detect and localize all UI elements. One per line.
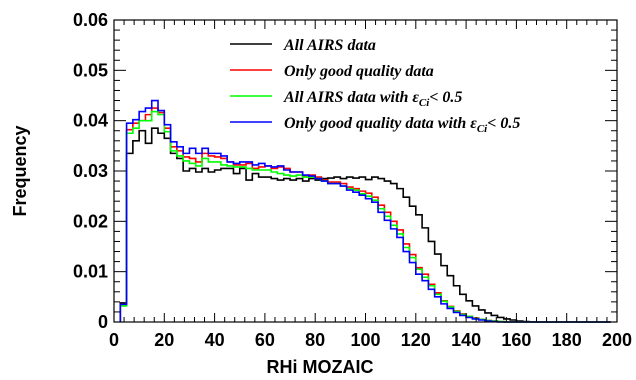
x-tick-label: 180 <box>552 330 582 350</box>
x-tick-label: 80 <box>305 330 325 350</box>
legend-label-2: Only good quality data <box>284 63 434 80</box>
x-tick-label: 0 <box>109 330 119 350</box>
y-tick-label: 0.03 <box>73 161 108 181</box>
legend-label-1: All AIRS data <box>283 37 376 54</box>
x-tick-label: 200 <box>602 330 632 350</box>
legend-label-4: Only good quality data with εCi< 0.5 <box>284 115 520 135</box>
x-tick-label: 140 <box>451 330 481 350</box>
y-tick-label: 0.04 <box>73 111 108 131</box>
x-tick-label: 60 <box>255 330 275 350</box>
series-line-2 <box>119 107 611 323</box>
y-axis-title: Frequency <box>10 125 30 216</box>
legend: All AIRS data Only good quality data All A… <box>230 37 520 135</box>
series-line-3 <box>119 110 611 323</box>
y-tick-label: 0.05 <box>73 60 108 80</box>
x-tick-label: 100 <box>350 330 380 350</box>
x-tick-label: 120 <box>401 330 431 350</box>
series-line-4 <box>119 99 611 323</box>
ticks-layer: 0 20 40 60 80 100 120 140 160 180 200 0 0.01 0.02 0.03… <box>73 10 632 350</box>
series-line-1 <box>119 127 611 323</box>
x-axis-title: RHi MOZAIC <box>267 357 374 377</box>
x-tick-label: 40 <box>205 330 225 350</box>
y-tick-label: 0.02 <box>73 211 108 231</box>
x-tick-label: 20 <box>154 330 174 350</box>
y-tick-label: 0.06 <box>73 10 108 30</box>
y-tick-label: 0 <box>98 312 108 332</box>
y-tick-label: 0.01 <box>73 262 108 282</box>
x-tick-label: 160 <box>501 330 531 350</box>
series-layer <box>119 99 611 323</box>
legend-label-3: All AIRS data with εCi< 0.5 <box>283 89 462 109</box>
